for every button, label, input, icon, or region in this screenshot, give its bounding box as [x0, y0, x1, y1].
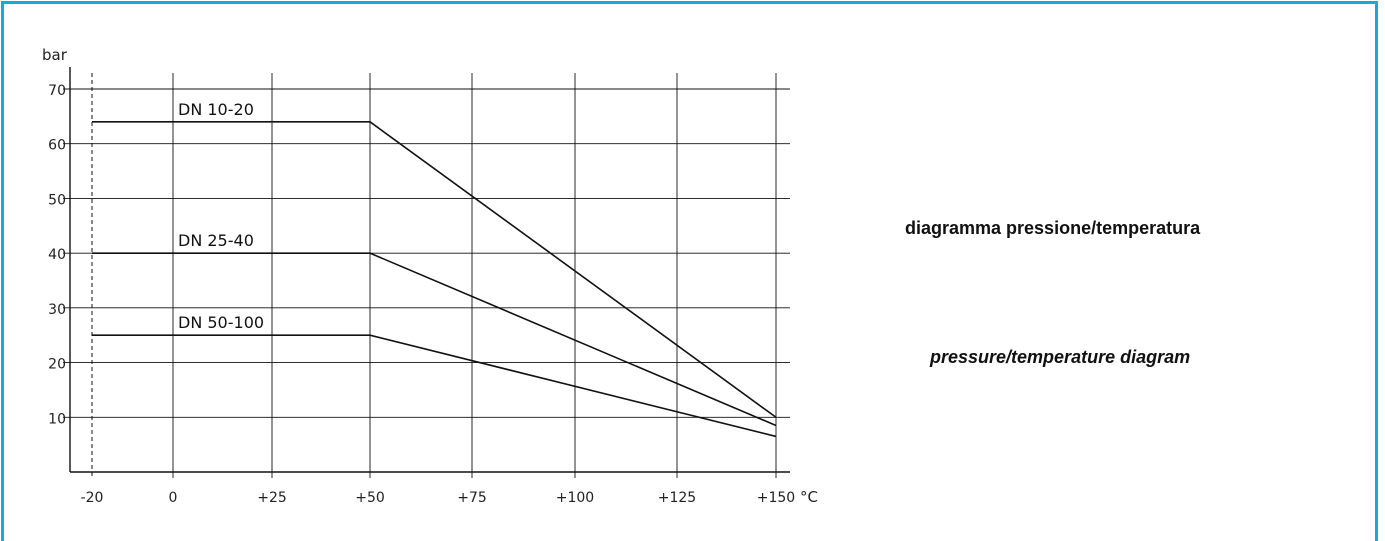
- y-axis-unit-label: bar: [42, 46, 68, 64]
- series-line-2: [92, 253, 776, 425]
- caption-italian: diagramma pressione/temperatura: [905, 218, 1200, 239]
- series-label-3: DN 50-100: [178, 313, 264, 332]
- x-tick-label-4: +75: [457, 490, 487, 506]
- series-line-3: [92, 335, 776, 436]
- pressure-temperature-chart: 10 20 30 40 50 60 70 -20 0 +25 +50 +75 +100 +125 +150 b…: [0, 0, 860, 535]
- y-tick-label-60: 60: [48, 138, 66, 154]
- x-tick-label-2: +25: [257, 490, 287, 506]
- x-tick-label-5: +100: [556, 490, 594, 506]
- x-tick-label-7: +150: [757, 490, 795, 506]
- y-tick-label-10: 10: [48, 411, 66, 427]
- caption-english: pressure/temperature diagram: [930, 347, 1190, 368]
- x-tick-label-3: +50: [355, 490, 385, 506]
- y-tick-label-70: 70: [48, 83, 66, 99]
- y-tick-label-50: 50: [48, 192, 66, 208]
- y-tick-label-20: 20: [48, 357, 66, 373]
- y-tick-label-30: 30: [48, 302, 66, 318]
- series-line-1: [92, 122, 776, 417]
- series-label-1: DN 10-20: [178, 100, 254, 119]
- x-axis-unit-label: °C: [800, 488, 818, 506]
- y-tick-label-40: 40: [48, 247, 66, 263]
- x-tick-label-0: -20: [81, 490, 104, 506]
- series-label-2: DN 25-40: [178, 231, 254, 250]
- x-tick-label-6: +125: [658, 490, 696, 506]
- x-tick-label-1: 0: [169, 490, 178, 506]
